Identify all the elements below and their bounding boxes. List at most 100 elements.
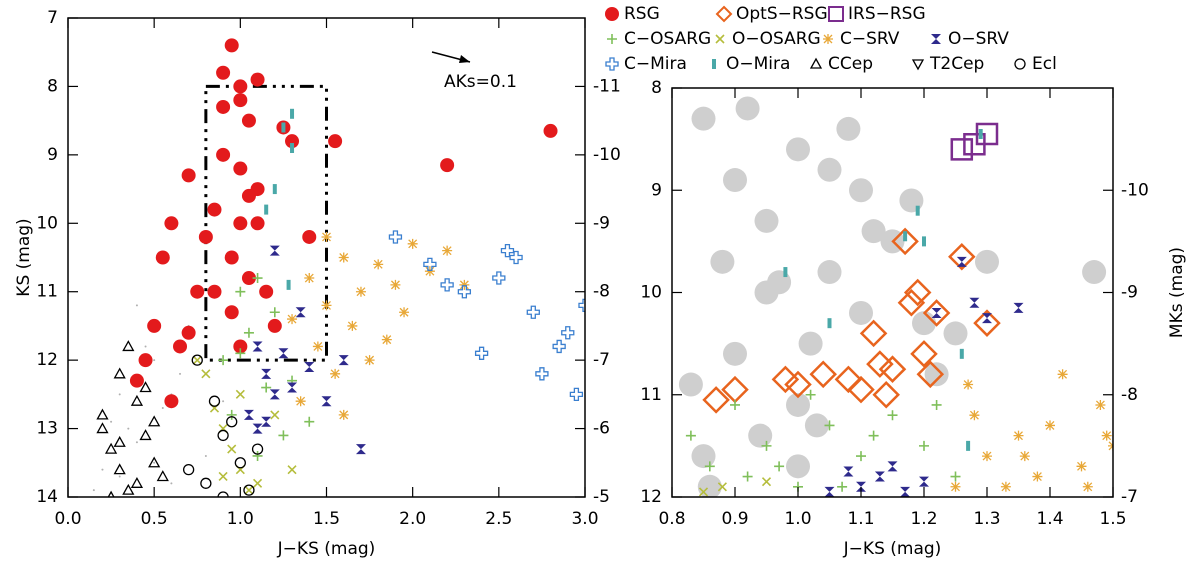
marker-ring (191, 354, 203, 366)
marker-itriangle (911, 59, 925, 71)
y2-tick-label: -9 (1121, 283, 1138, 303)
marker-circle (216, 147, 231, 162)
marker-plus (950, 471, 961, 482)
marker-circle (155, 250, 170, 265)
marker-bowtie (887, 461, 898, 472)
marker-asterisk (963, 379, 974, 390)
plot-frame (671, 87, 1114, 498)
marker-olive-x (287, 465, 297, 475)
legend-label: O−Mira (726, 54, 790, 74)
marker-cross (388, 230, 403, 244)
marker-triangle (96, 408, 109, 420)
legend-label: Ecl (1032, 54, 1057, 74)
marker-asterisk (1076, 461, 1087, 472)
marker-asterisk (390, 279, 401, 290)
plot-area (92, 38, 585, 497)
marker-bar (290, 108, 295, 119)
x-tick-label: 1.3 (973, 509, 1000, 529)
marker-cross (457, 285, 472, 299)
legend-label: CCep (828, 54, 873, 74)
marker-olive-x (270, 410, 280, 420)
marker-olive-x (235, 389, 245, 399)
legend-entry: C−SRV (823, 29, 900, 49)
marker-circle (250, 72, 265, 87)
marker-asterisk (373, 259, 384, 270)
marker-triangle (809, 57, 823, 69)
marker-bigdot (817, 260, 842, 285)
marker-bowtie (261, 368, 272, 379)
y-tick-label: 10 (36, 213, 58, 233)
marker-triangle (122, 340, 135, 352)
marker-asterisk (364, 355, 375, 366)
marker-bigdot (748, 423, 773, 448)
marker-diamond (702, 386, 730, 414)
marker-bar (290, 143, 295, 154)
marker-triangle (96, 422, 109, 434)
marker-bigdot (912, 311, 936, 336)
marker-olive-x (218, 471, 228, 482)
marker-triangle (113, 435, 126, 447)
marker-asterisk (950, 481, 961, 492)
marker-circle (233, 79, 248, 94)
x-tick-label: 1.1 (847, 509, 874, 529)
marker-asterisk (1082, 481, 1093, 492)
marker-triangle (139, 429, 152, 441)
plot-area (678, 96, 1113, 497)
y-tick-label: 9 (651, 180, 662, 200)
marker-circle (164, 394, 179, 409)
marker-plus (919, 440, 929, 451)
legend-marker (828, 6, 844, 22)
legend-entry: OptS−RSG (715, 4, 828, 24)
marker-circle (164, 216, 179, 231)
marker-ring (217, 429, 229, 442)
marker-bar (978, 129, 983, 140)
marker-diamond (973, 309, 1001, 337)
marker-bigdot (849, 178, 873, 203)
marker-bowtie (856, 481, 866, 492)
marker-bowtie (278, 348, 289, 359)
marker-triangle (148, 456, 161, 468)
marker-bigdot (943, 321, 968, 346)
marker-plus (278, 430, 289, 441)
marker-asterisk (407, 238, 418, 249)
marker-asterisk (982, 451, 992, 462)
marker-olive-x (761, 477, 772, 487)
marker-bigdot (817, 157, 842, 182)
marker-plus (774, 461, 785, 472)
y-tick-label: 10 (640, 283, 662, 303)
marker-dot (204, 454, 207, 457)
marker-ring (208, 395, 221, 407)
marker-cross (423, 257, 437, 271)
marker-ring (200, 477, 212, 489)
marker-olive-x (201, 369, 211, 379)
marker-asterisk (338, 252, 349, 263)
marker-dot (153, 461, 156, 464)
marker-bar (783, 267, 788, 278)
marker-bigdot (1082, 260, 1107, 285)
arrow-head (459, 55, 470, 63)
y-tick-label: 12 (640, 487, 662, 507)
marker-bar (922, 236, 926, 247)
marker-circle (224, 38, 239, 53)
marker-bigdot (723, 341, 747, 366)
marker-diamond (866, 350, 894, 378)
marker-bowtie (295, 307, 306, 318)
marker-circle (259, 284, 274, 299)
marker-asterisk (304, 273, 315, 284)
y-tick-label: 12 (36, 350, 58, 370)
legend-entry: O−OSARG (715, 29, 821, 49)
marker-circle (241, 188, 256, 203)
marker-diamond (878, 355, 907, 383)
marker-dot (222, 400, 225, 403)
marker-bowtie (1013, 302, 1024, 313)
marker-bowtie (287, 382, 298, 393)
marker-ring (243, 484, 255, 496)
marker-bigdot (899, 188, 924, 213)
marker-asterisk (969, 410, 980, 421)
marker-plus (856, 451, 866, 462)
marker-bigdot (861, 219, 886, 244)
marker-asterisk (1095, 399, 1106, 410)
marker-dot (179, 372, 182, 375)
marker-bigdot (678, 372, 703, 397)
legend-entry: O−SRV (931, 29, 1009, 49)
